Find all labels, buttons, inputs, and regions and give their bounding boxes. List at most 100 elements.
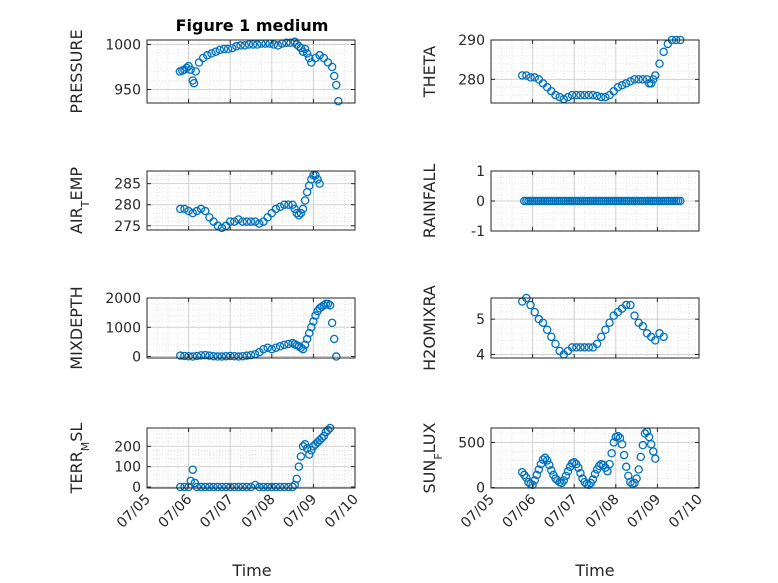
data-point [269, 40, 279, 49]
data-point [592, 91, 602, 101]
data-point [613, 431, 623, 441]
data-point [601, 92, 610, 102]
data-point [288, 200, 297, 209]
y-tick-label: 290 [458, 33, 485, 49]
x-tick-label: 07/09 [624, 492, 664, 532]
data-point [250, 217, 260, 226]
data-point [561, 471, 571, 481]
data-point [538, 318, 548, 327]
data-point [517, 71, 527, 80]
data-point [555, 92, 564, 102]
data-point [236, 41, 245, 50]
data-point [536, 459, 546, 469]
data-point [196, 204, 206, 214]
y-axis-label: RAINFALL [420, 164, 439, 239]
y-axis-label: AIRTEMP [67, 167, 92, 234]
data-point [246, 482, 256, 492]
data-point [304, 328, 314, 338]
data-point [213, 352, 222, 361]
data-point [273, 41, 283, 50]
data-point [592, 339, 602, 349]
x-tick-label: 07/10 [666, 492, 706, 532]
data-point [547, 466, 556, 475]
y-axis-label: THETA [420, 46, 439, 98]
data-point [186, 65, 195, 74]
data-point [263, 482, 272, 492]
data-point [651, 336, 660, 345]
data-point [275, 342, 285, 351]
data-point [246, 217, 256, 226]
y-axis-label: MIXDEPTH [67, 286, 86, 369]
data-point [238, 351, 247, 361]
y-tick-label: 1000 [105, 320, 141, 336]
data-point [182, 63, 191, 73]
data-point [315, 179, 324, 188]
y-tick-label: 4 [476, 347, 485, 363]
data-point [180, 351, 189, 361]
data-point [267, 344, 277, 354]
y-tick-label: 280 [114, 198, 141, 214]
data-point [551, 90, 560, 100]
data-point [659, 332, 668, 342]
subplot-terr-msl: 0 100 200 07/05 07/06 07/07 07/08 07/09 07/10 TER… [67, 423, 362, 532]
data-point [213, 482, 222, 492]
data-point [567, 343, 577, 352]
y-axis-label: PRESSURE [67, 29, 86, 113]
data-point [559, 476, 569, 485]
data-point [332, 352, 341, 361]
data-point [211, 47, 220, 56]
data-point [180, 204, 189, 214]
data-point [634, 465, 643, 474]
data-point [544, 460, 554, 470]
data-point [605, 318, 614, 327]
data-point [192, 351, 202, 361]
data-point [300, 196, 310, 205]
axes-box [490, 297, 700, 359]
data-point [311, 311, 320, 320]
x-tick-label: 07/05 [114, 492, 154, 532]
data-point [584, 90, 594, 100]
data-point [242, 351, 252, 360]
x-tick-label: 07/10 [322, 492, 362, 532]
subplot-sun-flux: 0 500 07/05 07/06 07/07 07/08 07/09 07/10 SUNFLU… [420, 422, 706, 531]
data-point [300, 44, 310, 54]
data-point [275, 202, 285, 212]
figure-title: Figure 1 medium [176, 16, 329, 35]
data-point [255, 482, 264, 492]
data-point [271, 343, 281, 353]
data-point [621, 462, 631, 472]
subplot-h2omixra: 4 5 H2OMIXRA [420, 285, 700, 371]
data-point [188, 352, 198, 361]
data-point [619, 450, 629, 460]
data-point [232, 42, 241, 51]
subplot-rainfall: -1 0 1 RAINFALL [420, 164, 700, 240]
data-point [189, 78, 199, 88]
data-point [522, 71, 531, 80]
y-tick-label: 5 [476, 312, 485, 328]
axes-box [146, 427, 356, 489]
data-point [334, 96, 343, 106]
data-point [194, 58, 204, 67]
y-tick-label: -1 [471, 224, 485, 240]
data-point [617, 439, 627, 449]
data-point [572, 343, 581, 352]
data-point [186, 476, 195, 486]
data-point [542, 325, 552, 335]
data-point [319, 53, 329, 63]
x-axis-label-right: Time [574, 561, 614, 580]
data-point [263, 343, 272, 353]
data-point [176, 351, 185, 360]
data-point [259, 344, 268, 354]
axes-box [146, 297, 356, 359]
data-point [621, 79, 631, 88]
data-point [225, 482, 235, 492]
data-point [327, 318, 337, 328]
data-point [188, 465, 198, 474]
data-point [271, 482, 281, 492]
data-point [192, 206, 202, 216]
data-point [522, 473, 531, 482]
y-tick-label: 200 [114, 439, 141, 455]
data-point [327, 62, 337, 72]
data-point [207, 49, 216, 58]
